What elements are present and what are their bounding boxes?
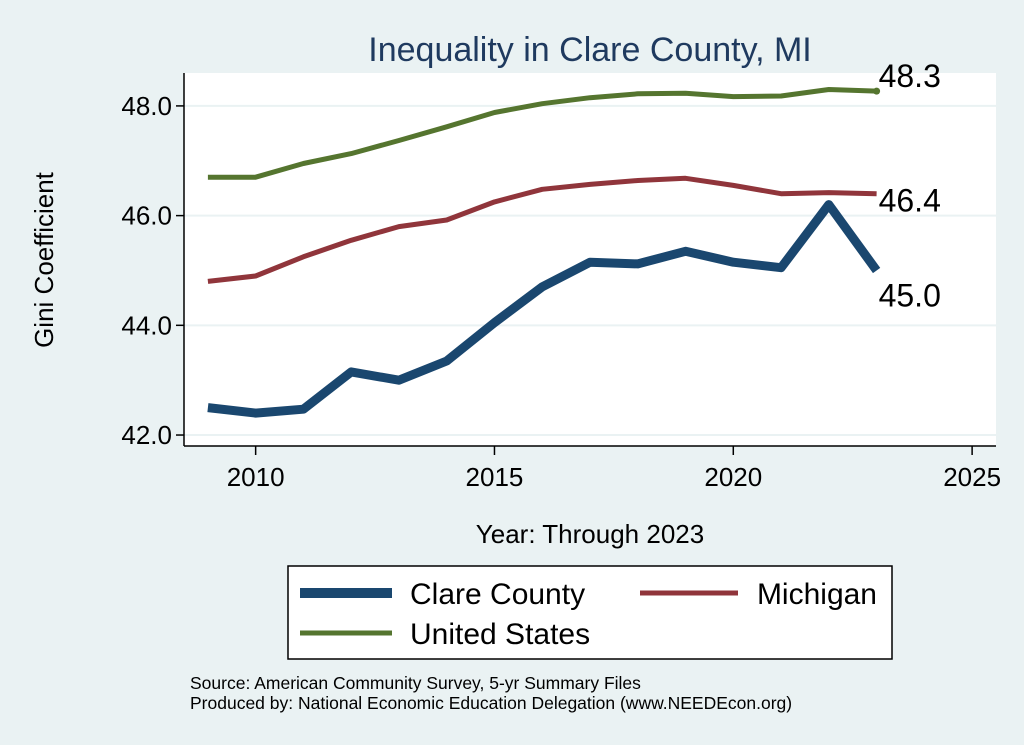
x-tick-label: 2025: [943, 462, 1001, 492]
producer-note: Produced by: National Economic Education…: [190, 693, 792, 713]
series-line-united-states: [207, 87, 877, 180]
x-axis-title: Year: Through 2023: [476, 519, 704, 549]
chart-title: Inequality in Clare County, MI: [368, 31, 811, 69]
x-tick-label: 2010: [227, 462, 285, 492]
y-tick-label: 46.0: [121, 201, 172, 231]
legend-label-michigan: Michigan: [757, 578, 877, 611]
y-axis-title: Gini Coefficient: [29, 171, 59, 348]
y-tick-label: 42.0: [121, 420, 172, 450]
end-labels: 45.0 46.4 48.3: [879, 58, 941, 313]
series-line-clare-county: [207, 200, 881, 418]
series-endpoint-united-states: [873, 87, 881, 95]
x-tick-label: 2015: [466, 462, 524, 492]
y-tick-label: 44.0: [121, 310, 172, 340]
axes: 42.0 44.0 46.0 48.0 2010 2015 2020 2025: [121, 73, 1001, 492]
legend: Clare County Michigan United States: [287, 565, 893, 660]
x-tick-label: 2020: [704, 462, 762, 492]
source-note: Source: American Community Survey, 5-yr …: [190, 673, 641, 693]
series-line-michigan: [207, 175, 877, 284]
end-label-united-states: 48.3: [879, 58, 941, 94]
y-tick-label: 48.0: [121, 91, 172, 121]
legend-label-united-states: United States: [410, 618, 590, 651]
end-label-michigan: 46.4: [879, 183, 941, 219]
end-label-clare-county: 45.0: [879, 277, 941, 313]
legend-box: [287, 565, 893, 660]
series-layer: [207, 87, 881, 418]
gridlines: [184, 104, 996, 437]
legend-label-clare-county: Clare County: [410, 578, 585, 611]
